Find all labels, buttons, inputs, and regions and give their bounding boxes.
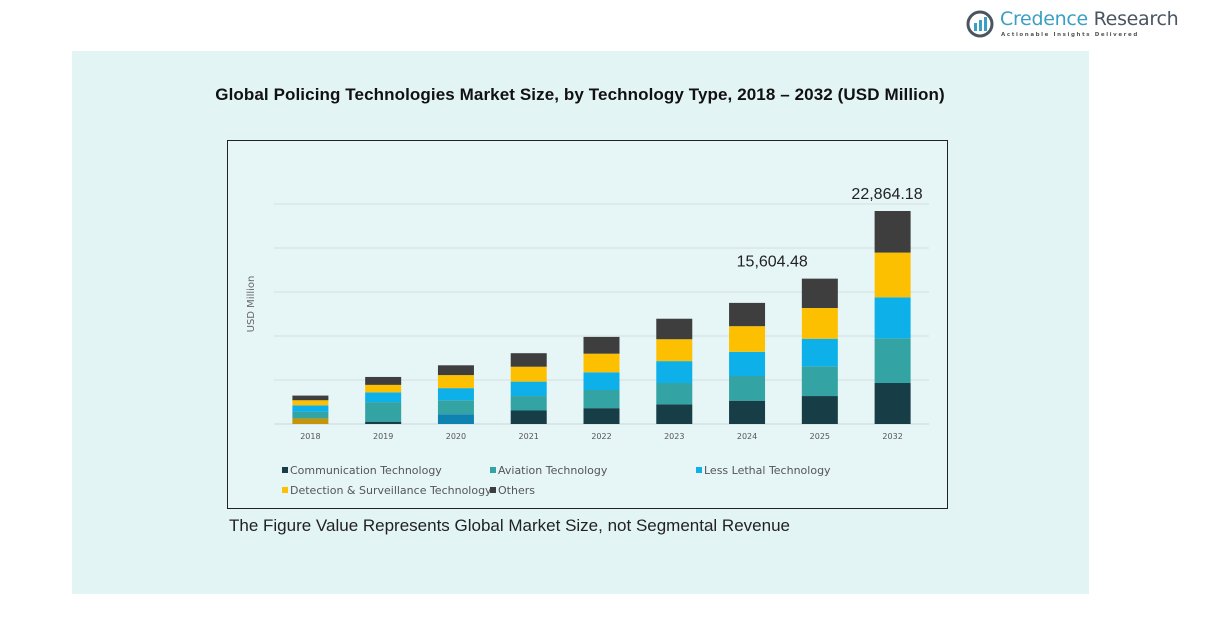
bar-segment-communication-technology-2025 <box>801 396 838 424</box>
x-tick-label: 2032 <box>882 432 902 441</box>
x-tick-label: 2019 <box>373 432 393 441</box>
brand-tagline: Actionable Insights Delivered <box>1001 32 1139 38</box>
bar-segment-detection-surveillance-technology-2023 <box>656 339 693 362</box>
bar-segment-others-2022 <box>583 336 620 354</box>
brand-name: Credence Research <box>1000 8 1179 30</box>
brand-name-part1: Credence <box>1000 8 1088 30</box>
bar-segment-others-2018 <box>292 395 329 401</box>
bar-segment-communication-technology-2032 <box>874 383 911 424</box>
bar-segment-others-2032 <box>874 211 911 253</box>
y-axis-label: USD Million <box>246 276 257 333</box>
x-tick-label: 2020 <box>446 432 466 441</box>
legend-label: Others <box>498 484 535 497</box>
legend-swatch <box>282 487 288 493</box>
bar-segment-less-lethal-technology-2025 <box>801 338 838 367</box>
bar-segment-aviation-technology-2023 <box>656 383 693 405</box>
legend-label: Detection & Surveillance Technology <box>290 484 492 497</box>
footnote: The Figure Value Represents Global Marke… <box>229 516 790 535</box>
brand-name-part2: Research <box>1087 8 1179 30</box>
bar-segment-less-lethal-technology-2023 <box>656 361 693 384</box>
bar-segment-others-2019 <box>365 376 402 385</box>
bar-segment-less-lethal-technology-2022 <box>583 372 620 390</box>
bar-segment-aviation-technology-2020 <box>437 400 474 415</box>
legend-swatch <box>490 487 496 493</box>
bar-segment-aviation-technology-2024 <box>729 376 766 401</box>
legend-label: Less Lethal Technology <box>704 464 831 477</box>
bar-segment-aviation-technology-2019 <box>365 402 402 422</box>
data-label-2032: 22,864.18 <box>851 186 922 203</box>
data-label-2025: 15,604.48 <box>737 254 808 271</box>
bar-segment-less-lethal-technology-2021 <box>510 381 547 397</box>
bar-segment-communication-technology-2022 <box>583 408 620 424</box>
legend-swatch <box>282 467 288 473</box>
bar-segment-aviation-technology-2021 <box>510 396 547 411</box>
bar-segment-aviation-technology-2018 <box>292 411 329 419</box>
legend-label: Communication Technology <box>290 464 442 477</box>
bar-segment-less-lethal-technology-2024 <box>729 351 766 377</box>
bar-segment-detection-surveillance-technology-2019 <box>365 384 402 393</box>
bar-segment-detection-surveillance-technology-2021 <box>510 366 547 382</box>
x-tick-label: 2023 <box>664 432 684 441</box>
bar-segment-detection-surveillance-technology-2024 <box>729 326 766 352</box>
bar-segment-detection-surveillance-technology-2022 <box>583 353 620 373</box>
bar-segment-others-2021 <box>510 353 547 367</box>
bar-segment-communication-technology-2020 <box>437 414 474 424</box>
bar-segment-communication-technology-2021 <box>510 410 547 424</box>
x-tick-label: 2022 <box>591 432 611 441</box>
bar-segment-communication-technology-2019 <box>365 421 402 424</box>
x-tick-label: 2024 <box>737 432 757 441</box>
bar-segment-others-2020 <box>437 365 474 376</box>
bar-segment-less-lethal-technology-2018 <box>292 405 329 412</box>
brand-logo: Credence Research Actionable Insights De… <box>966 8 1179 42</box>
bar-segment-others-2024 <box>729 302 766 327</box>
logo-chart-icon <box>966 10 994 38</box>
bar-segment-detection-surveillance-technology-2020 <box>437 375 474 389</box>
bar-segment-detection-surveillance-technology-2025 <box>801 308 838 339</box>
bar-segment-others-2023 <box>656 318 693 340</box>
bar-segment-communication-technology-2023 <box>656 404 693 424</box>
bar-segment-less-lethal-technology-2032 <box>874 297 911 339</box>
chart-title: Global Policing Technologies Market Size… <box>215 85 945 104</box>
legend-label: Aviation Technology <box>498 464 608 477</box>
stacked-bar-chart: USD Million 2018 2019 2020 2021 2022 2023 2024 2… <box>246 186 929 497</box>
bar-segment-aviation-technology-2022 <box>583 389 620 409</box>
x-tick-label: 2025 <box>810 432 830 441</box>
chart-frame: USD Million 2018 2019 2020 2021 2022 2023 2024 2… <box>227 140 948 509</box>
legend-swatch <box>490 467 496 473</box>
legend-swatch <box>696 467 702 473</box>
x-tick-label: 2021 <box>519 432 539 441</box>
bar-segment-less-lethal-technology-2019 <box>365 392 402 403</box>
bar-segment-detection-surveillance-technology-2032 <box>874 252 911 298</box>
bar-segment-others-2025 <box>801 278 838 309</box>
bar-segment-aviation-technology-2032 <box>874 338 911 384</box>
bar-segment-less-lethal-technology-2020 <box>437 388 474 401</box>
bar-segment-detection-surveillance-technology-2018 <box>292 400 329 406</box>
bar-segment-communication-technology-2018 <box>292 418 329 424</box>
bar-segment-aviation-technology-2025 <box>801 366 838 397</box>
x-tick-label: 2018 <box>300 432 320 441</box>
bar-segment-communication-technology-2024 <box>729 400 766 424</box>
